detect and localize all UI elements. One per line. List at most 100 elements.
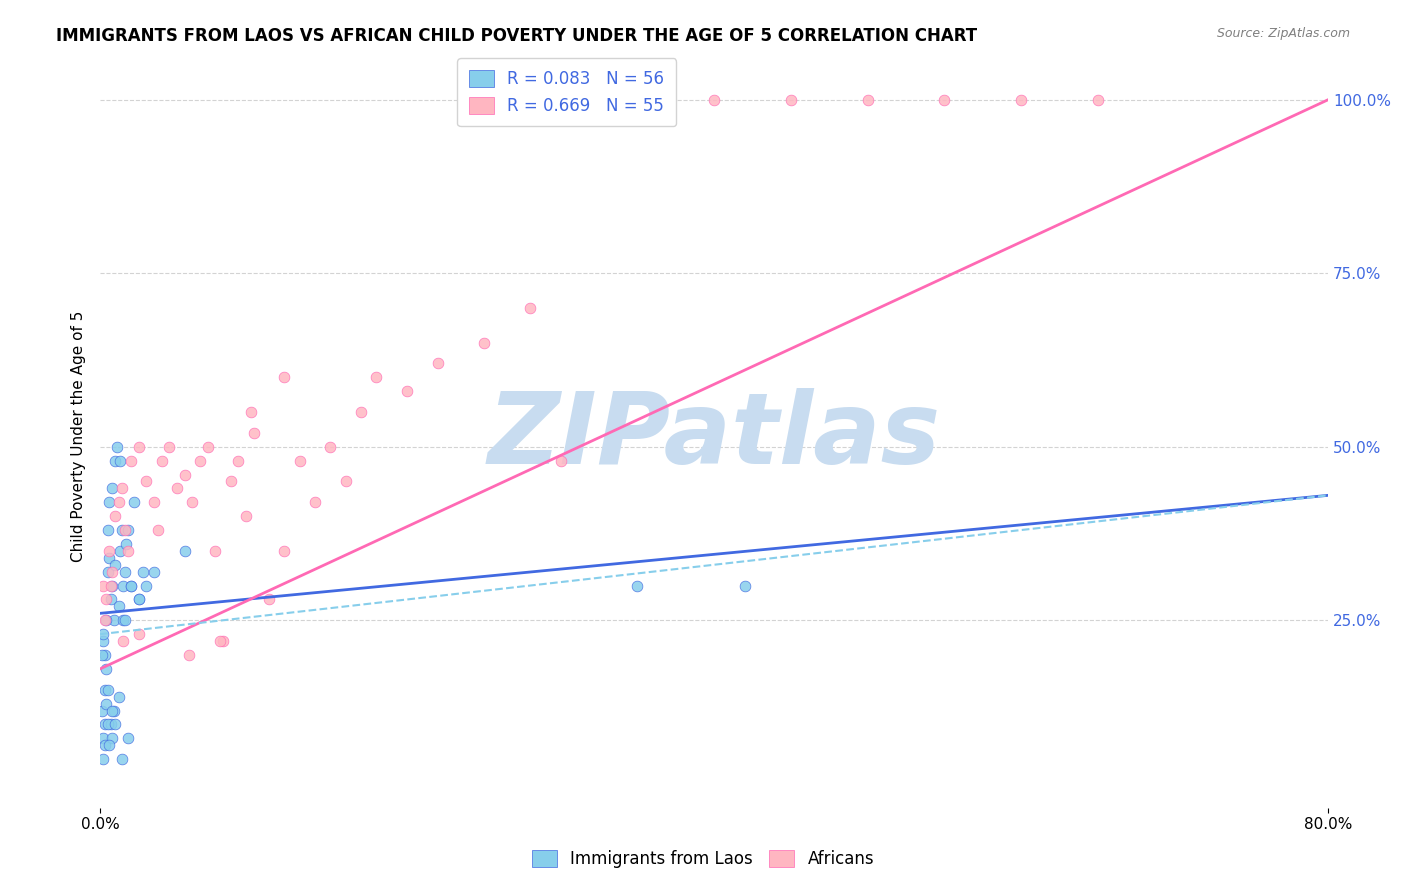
Point (219, 475, 242, 489)
Point (115, 537, 138, 551)
Point (98, 550, 121, 565)
Legend: Immigrants from Laos, Africans: Immigrants from Laos, Africans (524, 843, 882, 875)
Point (98, 738, 121, 752)
Point (626, 578, 648, 592)
Point (100, 578, 122, 592)
Point (97, 717, 120, 731)
Point (104, 453, 127, 467)
Point (128, 592, 150, 607)
Point (242, 425, 264, 440)
Text: Source: ZipAtlas.com: Source: ZipAtlas.com (1216, 27, 1350, 40)
Point (93, 613, 115, 627)
Point (93, 682, 115, 697)
Point (166, 482, 188, 496)
Point (90, 648, 112, 662)
Point (197, 440, 219, 454)
Point (208, 634, 231, 648)
Point (111, 523, 134, 537)
Point (101, 704, 124, 718)
Point (734, 578, 756, 592)
Point (173, 544, 195, 558)
Point (257, 592, 280, 607)
Point (550, 453, 572, 467)
Point (101, 482, 124, 496)
Point (93, 738, 115, 752)
Point (97, 565, 120, 579)
Point (114, 523, 136, 537)
Point (128, 592, 150, 607)
Point (97, 523, 120, 537)
Point (96, 613, 118, 627)
Point (181, 495, 204, 509)
Point (273, 370, 295, 384)
Point (396, 384, 419, 399)
Point (120, 578, 142, 592)
Point (117, 544, 139, 558)
Point (128, 440, 150, 454)
Point (112, 634, 135, 648)
Y-axis label: Child Poverty Under the Age of 5: Child Poverty Under the Age of 5 (72, 310, 86, 562)
Point (111, 482, 134, 496)
Point (103, 704, 125, 718)
Point (128, 627, 150, 641)
Point (107, 495, 129, 509)
Point (934, 93, 956, 107)
Point (117, 523, 139, 537)
Text: IMMIGRANTS FROM LAOS VS AFRICAN CHILD POVERTY UNDER THE AGE OF 5 CORRELATION CHA: IMMIGRANTS FROM LAOS VS AFRICAN CHILD PO… (56, 27, 977, 45)
Point (366, 370, 388, 384)
Point (212, 634, 235, 648)
Point (96, 662, 118, 676)
Point (856, 93, 879, 107)
Point (304, 495, 326, 509)
Point (104, 558, 127, 572)
Point (204, 544, 226, 558)
Point (273, 544, 295, 558)
Point (97, 682, 120, 697)
Point (98, 544, 121, 558)
Point (91, 634, 114, 648)
Point (1010, 93, 1032, 107)
Point (100, 592, 122, 607)
Point (173, 467, 195, 482)
Point (122, 495, 145, 509)
Point (703, 93, 725, 107)
Point (91, 752, 114, 766)
Point (157, 440, 180, 454)
Point (120, 578, 142, 592)
Point (780, 93, 803, 107)
Point (93, 648, 115, 662)
Point (101, 578, 124, 592)
Point (96, 697, 118, 711)
Text: ZIPatlas: ZIPatlas (488, 388, 941, 485)
Point (135, 475, 157, 489)
Point (105, 440, 128, 454)
Point (519, 301, 541, 315)
Point (239, 405, 262, 419)
Point (104, 509, 127, 524)
Point (103, 613, 125, 627)
Point (132, 565, 155, 579)
Point (335, 475, 357, 489)
Point (142, 565, 165, 579)
Point (108, 544, 131, 558)
Point (142, 495, 165, 509)
Point (96, 592, 118, 607)
Point (114, 613, 136, 627)
Point (472, 335, 495, 350)
Point (111, 752, 134, 766)
Point (112, 613, 135, 627)
Point (90, 704, 112, 718)
Point (93, 717, 115, 731)
Point (135, 578, 157, 592)
Point (91, 731, 114, 746)
Point (226, 453, 249, 467)
Point (188, 453, 211, 467)
Point (107, 690, 129, 704)
Point (1087, 93, 1109, 107)
Point (114, 565, 136, 579)
Point (350, 405, 373, 419)
Point (319, 440, 342, 454)
Point (117, 731, 139, 746)
Point (426, 356, 449, 370)
Point (179, 648, 201, 662)
